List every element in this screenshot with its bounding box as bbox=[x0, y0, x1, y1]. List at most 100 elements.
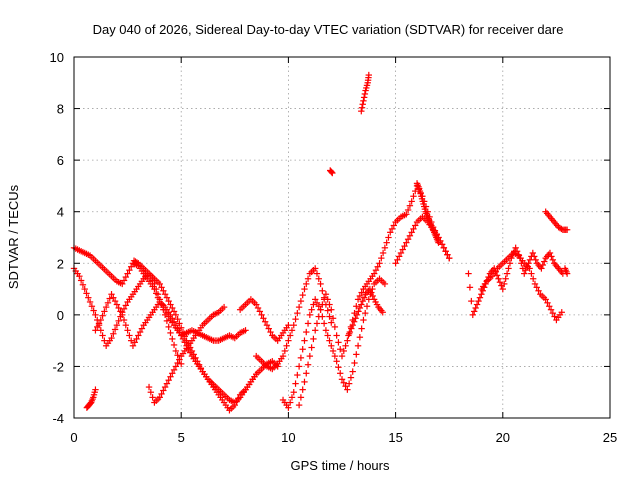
data-point-interp bbox=[174, 352, 181, 359]
data-point bbox=[301, 285, 308, 293]
data-point bbox=[81, 285, 88, 293]
data-point bbox=[290, 321, 297, 329]
data-point-interp bbox=[505, 265, 512, 272]
data-point-interp bbox=[313, 320, 321, 327]
y-tick-label: 8 bbox=[57, 102, 64, 117]
data-point-interp bbox=[359, 101, 366, 108]
x-axis-label: GPS time / hours bbox=[291, 458, 390, 473]
data-point-interp bbox=[126, 332, 133, 339]
data-point bbox=[295, 401, 303, 409]
data-point-interp bbox=[406, 232, 414, 239]
data-point-interp bbox=[163, 317, 171, 325]
data-point-interp bbox=[346, 328, 354, 336]
data-point bbox=[381, 244, 389, 252]
data-point-interp bbox=[475, 297, 482, 305]
data-point-interp bbox=[444, 251, 451, 258]
data-point bbox=[102, 303, 110, 311]
data-point-interp bbox=[541, 258, 548, 265]
data-point bbox=[531, 280, 539, 288]
data-point-interp bbox=[406, 202, 414, 209]
data-point-interp bbox=[288, 394, 296, 401]
data-point bbox=[113, 301, 121, 308]
data-point-interp bbox=[281, 347, 289, 355]
data-point-interp bbox=[303, 328, 310, 336]
data-point-interp bbox=[310, 301, 317, 308]
data-point-interp bbox=[558, 225, 565, 233]
data-point-interp bbox=[319, 301, 326, 308]
data-point-interp bbox=[328, 168, 335, 176]
data-point bbox=[542, 296, 549, 303]
data-point bbox=[108, 291, 115, 298]
data-point-interp bbox=[410, 225, 417, 233]
data-point bbox=[161, 383, 169, 391]
data-point-interp bbox=[170, 366, 178, 374]
x-tick-label: 10 bbox=[281, 430, 295, 445]
data-point-interp bbox=[169, 315, 176, 322]
data-point bbox=[349, 368, 356, 375]
data-point-interp bbox=[197, 364, 205, 372]
data-point-interp bbox=[347, 374, 355, 381]
data-point bbox=[312, 327, 319, 334]
data-point bbox=[301, 378, 308, 386]
data-point bbox=[526, 265, 533, 272]
x-tick-label: 0 bbox=[70, 430, 77, 445]
data-point-interp bbox=[122, 302, 130, 309]
data-point-interp bbox=[299, 386, 306, 393]
data-point-interp bbox=[299, 291, 306, 299]
data-point-interp bbox=[310, 335, 317, 343]
data-point-interp bbox=[169, 370, 176, 377]
data-point-interp bbox=[548, 253, 555, 260]
data-point-interp bbox=[85, 294, 92, 301]
data-point bbox=[124, 327, 131, 334]
data-point-interp bbox=[476, 294, 484, 301]
data-point bbox=[521, 270, 528, 277]
data-point-interp bbox=[412, 222, 419, 229]
data-point-interp bbox=[179, 328, 187, 336]
data-point-interp bbox=[297, 354, 305, 362]
data-point bbox=[403, 211, 410, 218]
data-point-interp bbox=[170, 308, 178, 315]
data-point bbox=[358, 107, 365, 115]
data-point bbox=[538, 265, 545, 272]
data-point bbox=[317, 306, 324, 313]
data-point-interp bbox=[326, 337, 333, 344]
data-point-interp bbox=[99, 332, 106, 339]
data-point-interp bbox=[160, 387, 167, 394]
data-point-interp bbox=[283, 342, 290, 349]
data-point bbox=[563, 226, 571, 233]
data-point bbox=[172, 347, 180, 355]
data-point-interp bbox=[122, 321, 130, 329]
data-point-interp bbox=[345, 380, 353, 387]
x-tick-label: 25 bbox=[603, 430, 617, 445]
data-point bbox=[328, 319, 335, 326]
data-point-interp bbox=[315, 275, 322, 282]
data-point bbox=[360, 316, 367, 324]
data-point-interp bbox=[362, 309, 369, 317]
data-point-interp bbox=[544, 299, 551, 307]
data-point bbox=[263, 321, 271, 329]
data-point-interp bbox=[163, 294, 171, 301]
data-point-interp bbox=[532, 256, 539, 264]
data-point-interp bbox=[326, 301, 333, 308]
data-point bbox=[435, 239, 442, 246]
data-point-interp bbox=[133, 259, 141, 266]
data-point-interp bbox=[304, 320, 312, 327]
data-point-interp bbox=[404, 206, 412, 214]
data-point-interp bbox=[369, 292, 376, 300]
data-point-interp bbox=[353, 351, 360, 358]
data-point-interp bbox=[442, 248, 449, 255]
data-point bbox=[344, 386, 351, 393]
data-point bbox=[145, 383, 153, 391]
data-point-interp bbox=[115, 304, 122, 312]
data-point bbox=[172, 321, 180, 329]
data-point-interp bbox=[342, 382, 349, 390]
data-point-interp bbox=[110, 294, 117, 301]
data-point-interp bbox=[149, 394, 156, 401]
data-point bbox=[440, 244, 448, 252]
data-point-interp bbox=[368, 289, 375, 296]
data-point-interp bbox=[313, 270, 321, 277]
data-point-interp bbox=[77, 277, 85, 284]
data-point-interp bbox=[353, 303, 360, 310]
data-point-interp bbox=[110, 330, 117, 337]
data-point bbox=[92, 311, 99, 319]
